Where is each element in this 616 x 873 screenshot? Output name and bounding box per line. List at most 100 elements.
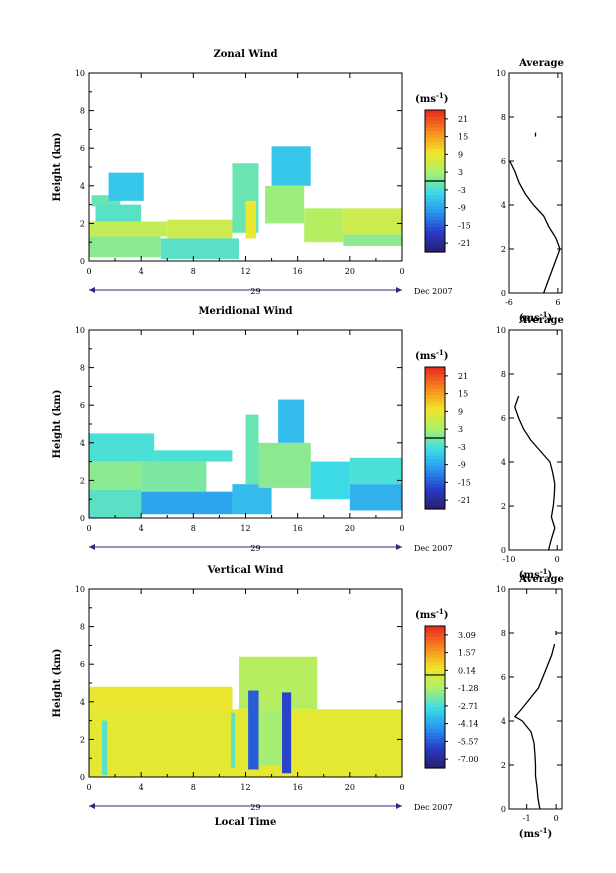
colorbar-unit-close: )	[444, 351, 449, 362]
colorbar-swatch	[425, 209, 445, 214]
heatmap-cell	[154, 450, 233, 462]
colorbar-swatch	[425, 230, 445, 235]
colorbar-label: 3	[458, 168, 463, 177]
colorbar-swatch	[425, 654, 445, 659]
colorbar-frame	[424, 625, 446, 769]
y-tick-label: 6	[80, 401, 85, 410]
colorbar-label: 3.09	[458, 631, 476, 640]
heatmap-cell	[89, 489, 142, 518]
y-tick-label: 2	[80, 735, 85, 744]
profile-y-label: 2	[501, 245, 506, 254]
colorbar-swatch	[425, 707, 445, 712]
profile-y-label: 4	[501, 201, 506, 210]
profile-unit-close: )	[548, 570, 553, 581]
profile-y-label: 2	[501, 761, 506, 770]
colorbar-swatch	[425, 159, 445, 164]
colorbar-swatch	[425, 131, 445, 136]
profile-y-label: 10	[496, 326, 506, 335]
profile-y-label: 8	[501, 113, 506, 122]
heatmap-cell	[89, 461, 142, 490]
heatmap-cell	[167, 219, 233, 239]
profile-x-label: -10	[503, 555, 516, 564]
colorbar-label: -4.14	[458, 720, 479, 729]
colorbar-swatch	[425, 448, 445, 453]
heatmap-cell	[304, 208, 344, 243]
profile-unit-exp: -1	[540, 310, 548, 319]
profile-unit-text: (ms	[519, 313, 540, 324]
colorbar-swatch	[425, 381, 445, 386]
colorbar-swatch	[425, 693, 445, 698]
profile-frame	[508, 588, 563, 810]
x-tick-label: 12	[240, 524, 250, 533]
x-tick-label: 20	[345, 524, 355, 533]
colorbar-unit-exp: -1	[436, 607, 444, 616]
colorbar-swatch	[425, 416, 445, 421]
profile-title: Average	[518, 58, 564, 69]
heatmap-cell	[349, 484, 402, 511]
profile-unit-text: (ms	[519, 829, 540, 840]
date-label: Dec 2007	[414, 803, 453, 812]
heatmap-cell	[258, 442, 311, 488]
chart-title: Meridional Wind	[198, 306, 292, 317]
profile-title: Average	[518, 574, 564, 585]
colorbar-label: 3	[458, 425, 463, 434]
x-tick-label: 16	[293, 524, 303, 533]
colorbar-swatch	[425, 434, 445, 439]
colorbar-swatch	[425, 441, 445, 446]
profile-unit-exp: -1	[540, 826, 548, 835]
x-tick-label: 20	[345, 783, 355, 792]
colorbar-label: 21	[458, 115, 468, 124]
y-tick-label: 10	[75, 326, 85, 335]
y-tick-label: 2	[80, 476, 85, 485]
y-axis-label: Height (km)	[52, 390, 63, 459]
heatmap-cell	[89, 709, 402, 777]
colorbar-label: -15	[458, 221, 471, 230]
colorbar-label: -3	[458, 443, 466, 452]
colorbar-swatch	[425, 661, 445, 666]
y-tick-label: 6	[80, 144, 85, 153]
colorbar-swatch	[425, 188, 445, 193]
colorbar-swatch	[425, 195, 445, 200]
profile-y-label: 0	[501, 546, 506, 555]
colorbar-swatch	[425, 170, 445, 175]
colorbar-swatch	[425, 501, 445, 507]
colorbar-swatch	[425, 505, 445, 510]
colorbar-label: 1.57	[458, 649, 476, 658]
profile-unit-close: )	[548, 313, 553, 324]
heatmap-cell	[89, 221, 168, 237]
colorbar-swatch	[425, 668, 445, 673]
profile-y-label: 0	[501, 805, 506, 814]
colorbar-swatch	[425, 728, 445, 734]
colorbar-swatch	[425, 244, 445, 250]
x-tick-label: 12	[240, 267, 250, 276]
chart-title: Zonal Wind	[213, 49, 277, 60]
x-tick-label: 16	[293, 267, 303, 276]
heatmap-cell	[271, 146, 311, 186]
heatmap-cell	[89, 236, 161, 258]
profile-x-label: -6	[505, 298, 513, 307]
profile-y-label: 6	[501, 673, 506, 682]
colorbar-label: 15	[458, 133, 468, 142]
colorbar-label: -3	[458, 186, 466, 195]
colorbar-swatch	[425, 374, 445, 379]
colorbar-swatch	[425, 484, 445, 489]
colorbar-swatch	[425, 388, 445, 393]
profile-x-label: 0	[555, 555, 560, 564]
heatmap-cell	[265, 185, 305, 224]
profile-y-label: 8	[501, 629, 506, 638]
profile-line	[509, 160, 561, 294]
colorbar-swatch	[425, 675, 445, 680]
x-tick-label: 0	[86, 783, 91, 792]
colorbar-swatch	[425, 181, 445, 186]
heatmap-cell	[258, 709, 283, 766]
heatmap-cell	[245, 414, 259, 485]
heatmap-cell	[248, 690, 259, 770]
colorbar-swatch	[425, 650, 445, 655]
colorbar-swatch	[425, 718, 445, 723]
profile-unit: (ms-1)	[519, 826, 552, 840]
colorbar-swatch	[425, 398, 445, 404]
colorbar-label: 9	[458, 150, 463, 159]
colorbar-swatch	[425, 184, 445, 189]
day-label: 29	[250, 287, 260, 296]
colorbar-swatch	[425, 430, 445, 436]
